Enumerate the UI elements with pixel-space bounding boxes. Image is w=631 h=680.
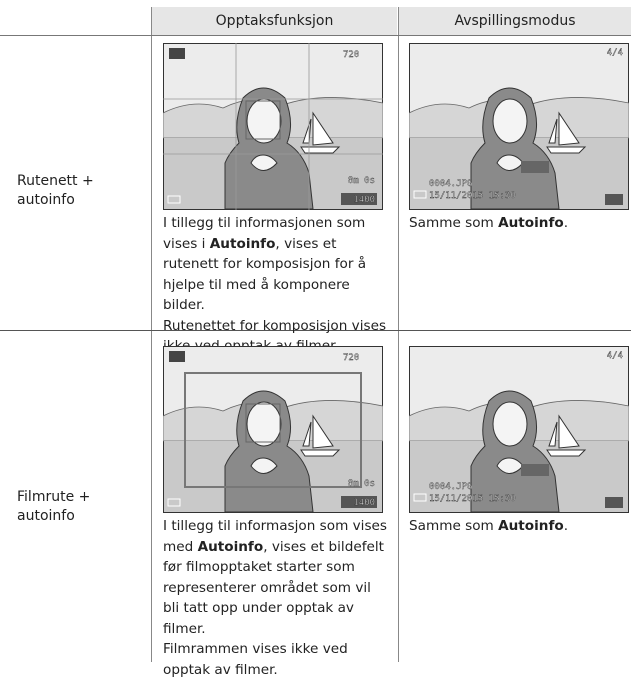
- text-run: Autoinfo: [498, 215, 564, 231]
- text-run: , vises et rutenett for komposisjon for …: [163, 235, 367, 314]
- screen-text: 15/11/2015 15:30: [429, 191, 516, 201]
- text-run: Autoinfo: [498, 518, 564, 534]
- divider: [0, 330, 631, 331]
- screen-text: 0004.JPG: [429, 482, 472, 492]
- text-run: Filmrammen vises ikke ved opptak av film…: [163, 641, 348, 678]
- row-label: Rutenett + autoinfo: [17, 173, 94, 208]
- text-run: , vises et bildefelt før filmopptaket st…: [163, 538, 384, 637]
- paragraph: I tillegg til informasjonen som vises i …: [163, 213, 389, 316]
- text-run: .: [563, 518, 569, 534]
- column-header: Opptaksfunksjon: [152, 7, 397, 35]
- divider: [151, 7, 152, 662]
- paragraph: I tillegg til informasjon som vises med …: [163, 516, 389, 639]
- text-run: I tillegg til informasjon som vises med: [163, 518, 387, 555]
- screen-text: 4/4: [607, 48, 623, 58]
- text-run: Autoinfo: [197, 538, 264, 555]
- screen-text: 720: [343, 50, 359, 60]
- text-run: I tillegg til informasjonen som vises i: [163, 215, 366, 252]
- screen-text: 720: [343, 353, 359, 363]
- description: Samme som Autoinfo.: [409, 516, 629, 537]
- screen-text: 1400: [353, 195, 375, 205]
- text-run: Samme som: [409, 215, 499, 231]
- text-run: Samme som: [409, 518, 499, 534]
- screen-text: 8m 0s: [348, 176, 375, 186]
- camera-screen: 720 8m 0s 1400: [163, 346, 383, 513]
- camera-screen: 4/4 0004.JPG 15/11/2015 15:30: [409, 346, 629, 513]
- screen-text: 4/4: [607, 351, 623, 361]
- screen-text: 1400: [353, 498, 375, 508]
- screen-text: 15/11/2015 15:30: [429, 494, 516, 504]
- text-run: Autoinfo: [209, 235, 276, 252]
- divider: [0, 35, 631, 36]
- description: I tillegg til informasjon som vises med …: [163, 516, 389, 680]
- paragraph: Filmrammen vises ikke ved opptak av film…: [163, 639, 389, 680]
- column-header: Avspillingsmodus: [399, 7, 631, 35]
- camera-screen: 4/4 0004.JPG 15/11/2015 15:30: [409, 43, 629, 210]
- text-run: .: [563, 215, 569, 231]
- divider: [398, 7, 399, 662]
- description: I tillegg til informasjonen som vises i …: [163, 213, 389, 357]
- screen-text: 0004.JPG: [429, 179, 472, 189]
- screen-text: 8m 0s: [348, 479, 375, 489]
- camera-screen: 720 8m 0s 1400: [163, 43, 383, 210]
- row-label: Filmrute + autoinfo: [17, 489, 91, 524]
- description: Samme som Autoinfo.: [409, 213, 629, 234]
- page: Opptaksfunksjon Avspillingsmodus Rutenet…: [0, 7, 631, 678]
